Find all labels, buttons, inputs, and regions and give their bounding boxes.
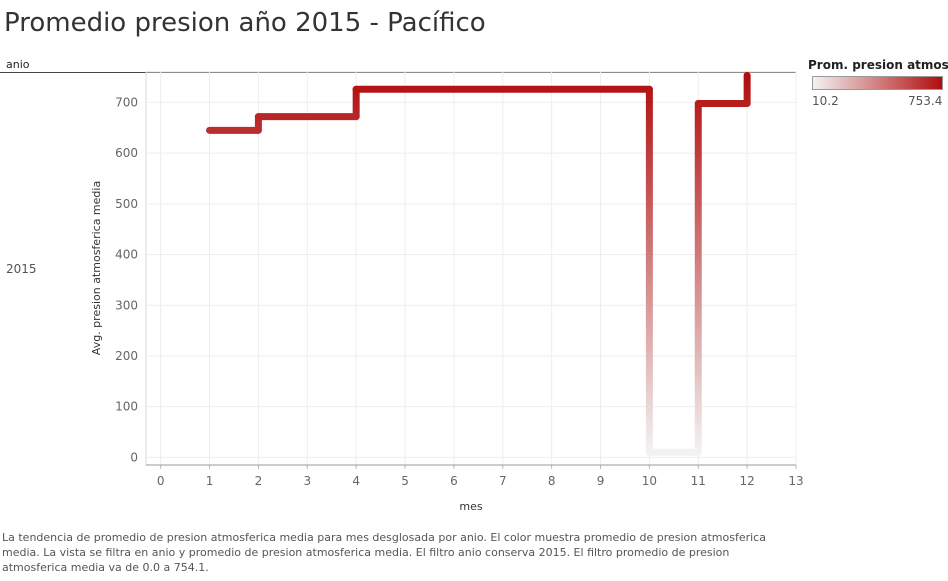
x-tick-label: 8 xyxy=(548,474,556,488)
color-legend-title[interactable]: Prom. presion atmosfer.. xyxy=(808,58,948,72)
x-tick-label: 9 xyxy=(597,474,605,488)
y-tick-label: 500 xyxy=(115,197,138,211)
color-legend-max: 753.4 xyxy=(908,94,943,108)
row-header-anio: anio xyxy=(6,58,30,71)
x-tick-label: 4 xyxy=(352,474,360,488)
data-point[interactable] xyxy=(695,100,702,107)
chart-series xyxy=(206,71,751,456)
line-chart[interactable]: 0 1 2 3 4 5 6 7 8 9 10 11 12 130100200300400500600700… xyxy=(0,0,948,520)
x-tick-label: 11 xyxy=(691,474,706,488)
data-point[interactable] xyxy=(255,113,262,120)
color-legend-gradient[interactable] xyxy=(812,76,943,90)
x-tick-label: 6 xyxy=(450,474,458,488)
y-tick-label: 600 xyxy=(115,146,138,160)
y-axis-label: Avg. presion atmosferica media xyxy=(90,181,103,355)
data-point[interactable] xyxy=(353,86,360,93)
y-tick-label: 400 xyxy=(115,248,138,262)
y-tick-label: 700 xyxy=(115,95,138,109)
x-tick-label: 12 xyxy=(739,474,754,488)
data-point[interactable] xyxy=(206,127,213,134)
chart-caption: La tendencia de promedio de presion atmo… xyxy=(2,531,766,574)
row-value-year[interactable]: 2015 xyxy=(6,262,37,276)
x-tick-label: 10 xyxy=(642,474,657,488)
x-tick-label: 2 xyxy=(255,474,263,488)
x-tick-label: 3 xyxy=(303,474,311,488)
y-tick-label: 100 xyxy=(115,400,138,414)
data-point[interactable] xyxy=(744,72,751,79)
x-axis-label: mes xyxy=(459,500,482,513)
data-point[interactable] xyxy=(646,449,653,456)
x-tick-label: 13 xyxy=(788,474,803,488)
y-tick-label: 0 xyxy=(130,450,138,464)
y-tick-label: 200 xyxy=(115,349,138,363)
x-tick-label: 5 xyxy=(401,474,409,488)
x-tick-label: 0 xyxy=(157,474,165,488)
x-tick-label: 1 xyxy=(206,474,214,488)
page-title: Promedio presion año 2015 - Pacífico xyxy=(4,8,486,38)
color-legend-min: 10.2 xyxy=(812,94,839,108)
x-tick-label: 7 xyxy=(499,474,507,488)
y-tick-label: 300 xyxy=(115,298,138,312)
